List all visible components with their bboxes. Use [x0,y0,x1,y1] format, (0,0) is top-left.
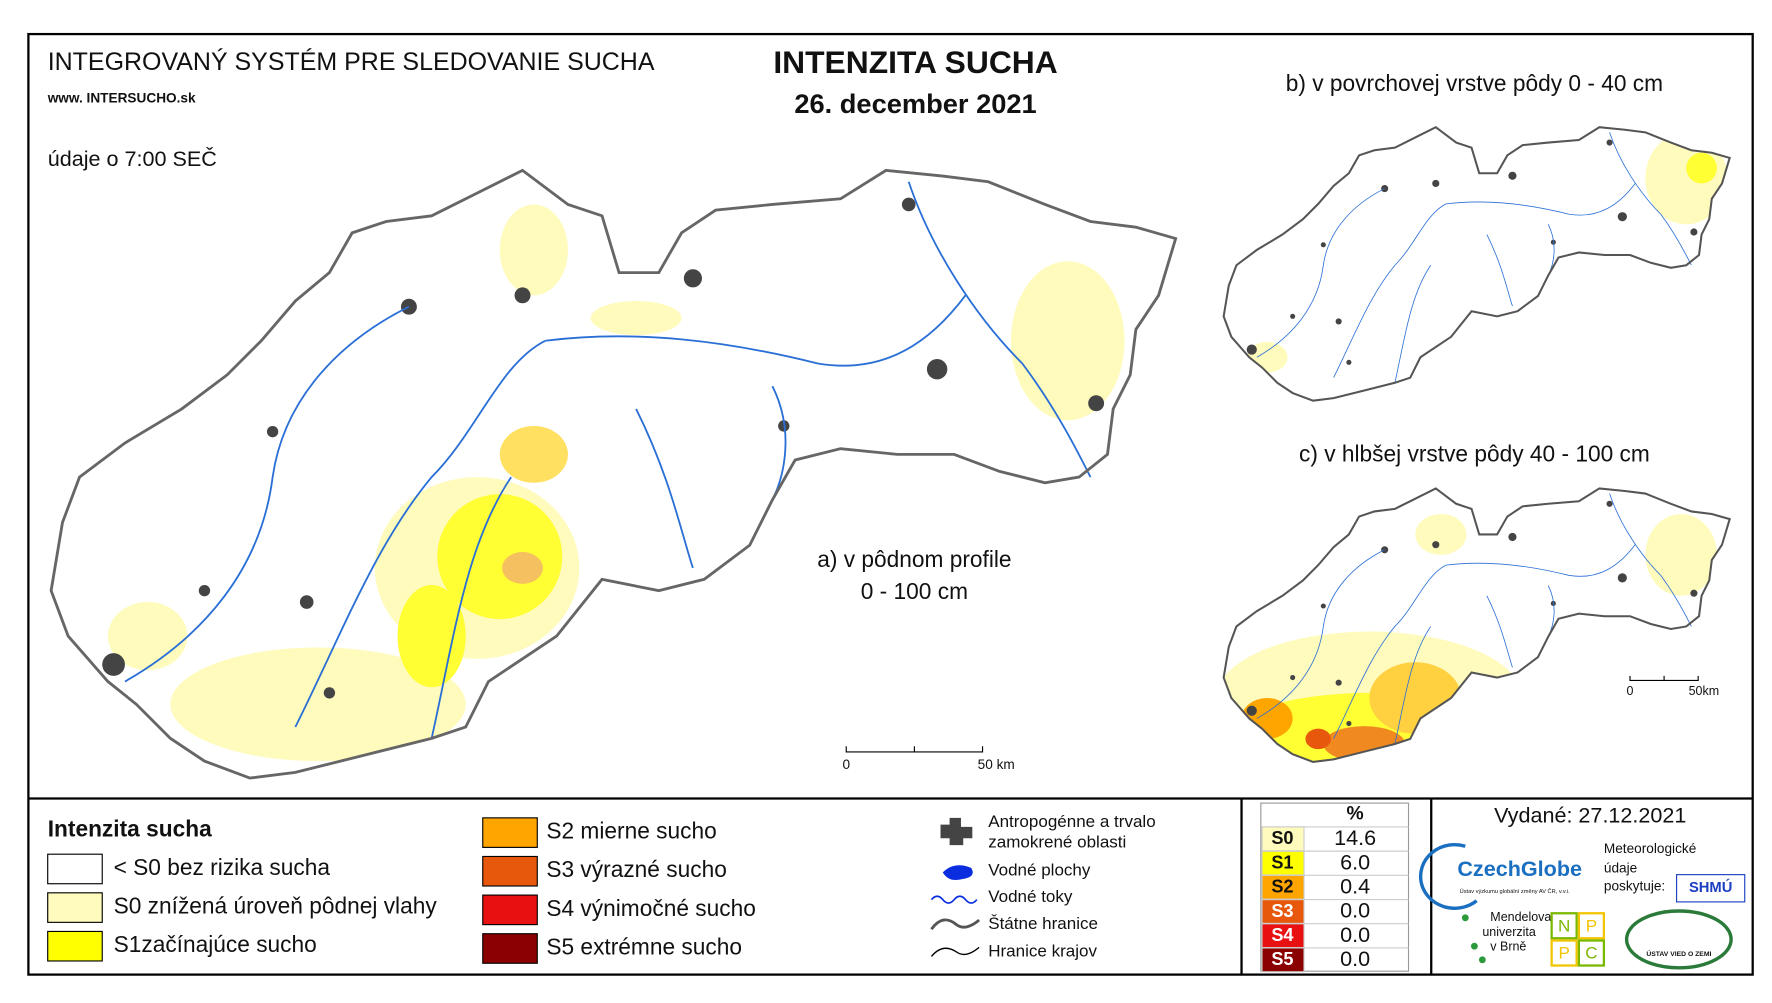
map-label: c) v hlbšej vrstve pôdy 40 - 100 cm [1299,440,1650,466]
logo-czechglobe: CzechGlobe [1457,856,1582,881]
symbols-legend: Antropogénne a trvalo zamokrené oblasti … [930,812,1156,960]
nppc-letter: C [1585,944,1597,963]
legend-swatch [482,894,538,926]
map-b [1222,126,1731,402]
legend-swatch [482,855,538,887]
logo-uvz: ÚSTAV VIED O ZEMI [1646,949,1711,958]
percent-value: 0.0 [1340,898,1370,923]
scale-start: 0 [842,757,850,772]
nppc-letter: N [1558,916,1570,935]
logo-czechglobe-sub: Ústav výzkumu globální změny AV ČR, v.v.… [1460,888,1570,895]
percent-value: 0.0 [1340,946,1370,971]
nppc-cell [1550,912,1578,940]
class-label: S0 [1271,828,1293,848]
percent-value: 0.0 [1340,922,1370,947]
scale-end: 50 km [978,757,1015,772]
nppc-letter: P [1558,944,1569,963]
symbol-label: Antropogénne a trvalo [988,812,1155,831]
nppc-letter: P [1586,916,1597,935]
logo-mendel: univerzita [1482,925,1535,939]
scale-bar [845,746,984,753]
symbol-label: Vodné toky [988,887,1073,906]
legend-title: Intenzita sucha [48,815,212,841]
legend-label: S2 mierne sucho [546,818,716,844]
class-label: S3 [1271,901,1293,921]
map-label: b) v povrchovej vrstve pôdy 0 - 40 cm [1286,70,1663,96]
legend-label: < S0 bez rizika sucha [114,854,331,880]
logo-nppc: N PP C [1550,912,1606,967]
legend-label: S0 znížená úroveň pôdnej vlahy [114,893,438,919]
nppc-cell [1550,939,1578,967]
legend-swatch [47,930,103,962]
logo-mendel: Mendelova [1490,910,1551,924]
issued: Vydané: 27.12.2021 [1494,802,1686,827]
nppc-cell [1577,912,1606,940]
legend-label: S4 výnimočné sucho [546,895,755,921]
legend-label: S5 extrémne sucho [546,933,742,959]
symbol-label: Hranice krajov [988,941,1097,960]
legend-label: S3 výrazné sucho [546,856,726,882]
nppc-cell [1577,939,1606,967]
title: INTENZITA SUCHA [773,44,1057,80]
system-title: INTEGROVANÝ SYSTÉM PRE SLEDOVANIE SUCHA [48,47,655,76]
class-label: S1 [1271,852,1293,872]
class-label: S4 [1271,925,1293,945]
logo-mendel: v Brně [1490,940,1526,954]
percent-value: 0.4 [1340,874,1370,899]
map-sublabel: 0 - 100 cm [861,578,968,604]
scale-start: 0 [1627,684,1634,698]
footer: Vydané: 27.12.2021 CzechGlobe Ústav výzk… [1418,802,1746,970]
percent-value: 14.6 [1334,825,1376,850]
main-map [49,168,1178,780]
legend: < S0 bez rizika sucha S0 znížená úroveň p… [47,817,756,964]
meteo-text: údaje [1604,861,1637,876]
meteo-text: Meteorologické [1604,841,1696,856]
scale-end: 50km [1689,684,1720,698]
class-label: S5 [1271,949,1293,969]
website: www. INTERSUCHO.sk [47,90,196,105]
table-header: % [1347,804,1364,825]
legend-label: S1začínajúce sucho [114,931,317,957]
date: 26. december 2021 [794,88,1036,119]
data-time: údaje o 7:00 SEČ [48,146,217,171]
meteo-text: poskytuje: [1604,879,1665,894]
percent-value: 6.0 [1340,849,1370,874]
symbol-label: Vodné plochy [988,861,1091,880]
symbol-label: Štátne hranice [988,914,1098,933]
symbol-label: zamokrené oblasti [988,832,1126,851]
logo-shmu: SHMÚ [1689,878,1732,896]
class-label: S2 [1271,877,1293,897]
legend-swatch [482,817,538,848]
legend-swatch [482,933,538,964]
legend-swatch [47,853,103,885]
map-label: a) v pôdnom profile [817,546,1011,572]
stats-table: % S0 14.6 S1 6.0 S2 0.4 S3 0.0 S4 0.0 S5 0.0 [1260,802,1410,973]
scale-bar [1629,675,1699,681]
legend-swatch [47,892,103,923]
